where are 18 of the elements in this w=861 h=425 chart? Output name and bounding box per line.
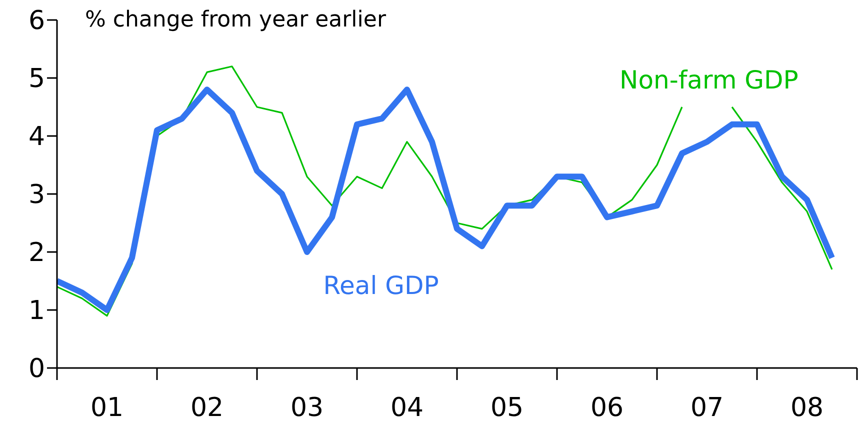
x-tick-label: 06 (590, 393, 624, 423)
x-tick-label: 02 (190, 393, 224, 423)
y-tick-label: 3 (28, 180, 45, 210)
y-tick-label: 1 (28, 296, 45, 326)
x-tick-label: 07 (690, 393, 724, 423)
y-tick-label: 5 (28, 64, 45, 94)
x-tick-label: 05 (490, 393, 524, 423)
y-axis-title: % change from year earlier (85, 8, 387, 33)
series-label: Real GDP (323, 270, 439, 300)
x-tick-label: 03 (290, 393, 324, 423)
y-tick-label: 0 (28, 354, 45, 384)
y-tick-label: 4 (28, 122, 45, 152)
y-tick-label: 6 (28, 6, 45, 36)
x-tick-label: 08 (790, 393, 824, 423)
y-tick-label: 2 (28, 238, 45, 268)
series-label: Non-farm GDP (620, 65, 798, 94)
x-tick-label: 01 (90, 393, 124, 423)
x-tick-label: 04 (390, 393, 424, 423)
